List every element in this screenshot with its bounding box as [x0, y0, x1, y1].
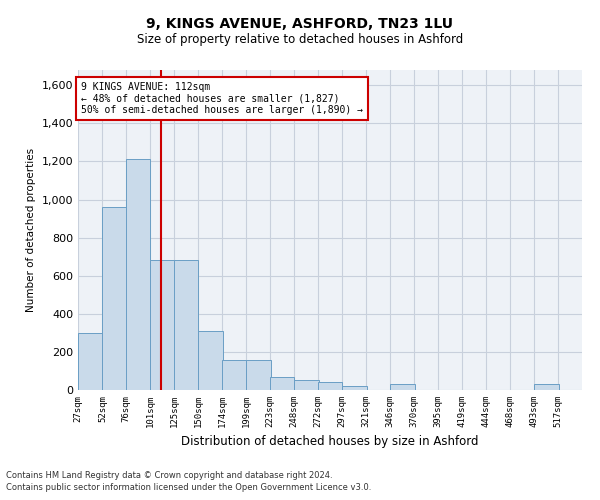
Bar [534, 384, 559, 390]
Bar [174, 260, 199, 390]
Text: Contains public sector information licensed under the Open Government Licence v3: Contains public sector information licen… [6, 483, 371, 492]
Text: Contains HM Land Registry data © Crown copyright and database right 2024.: Contains HM Land Registry data © Crown c… [6, 470, 332, 480]
Bar [247, 360, 271, 390]
Text: 9, KINGS AVENUE, ASHFORD, TN23 1LU: 9, KINGS AVENUE, ASHFORD, TN23 1LU [146, 18, 454, 32]
Bar [103, 207, 127, 390]
Bar [390, 384, 415, 390]
Bar [294, 380, 319, 390]
Y-axis label: Number of detached properties: Number of detached properties [26, 148, 36, 312]
Text: 9 KINGS AVENUE: 112sqm
← 48% of detached houses are smaller (1,827)
50% of semi-: 9 KINGS AVENUE: 112sqm ← 48% of detached… [81, 82, 363, 115]
Bar [270, 376, 294, 390]
X-axis label: Distribution of detached houses by size in Ashford: Distribution of detached houses by size … [181, 436, 479, 448]
Bar [199, 331, 223, 390]
Bar [151, 260, 175, 390]
Bar [78, 333, 103, 390]
Bar [126, 158, 151, 390]
Bar [318, 382, 342, 390]
Text: Size of property relative to detached houses in Ashford: Size of property relative to detached ho… [137, 32, 463, 46]
Bar [222, 360, 247, 390]
Bar [342, 386, 367, 390]
